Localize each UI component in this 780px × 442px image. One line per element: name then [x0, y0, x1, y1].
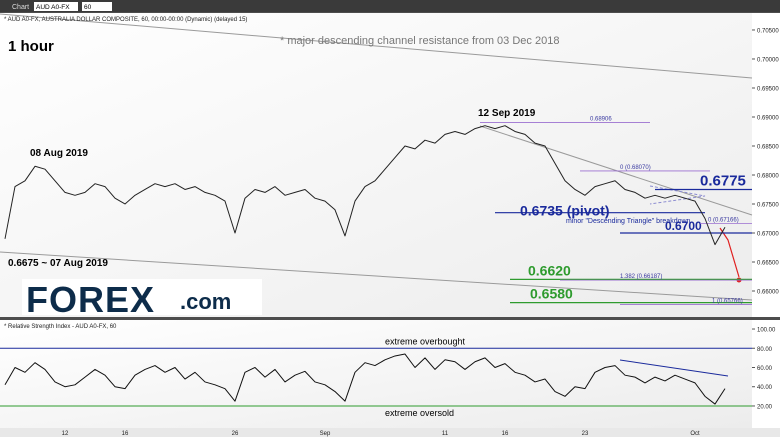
time-axis	[0, 428, 780, 437]
symbol-box[interactable]	[34, 2, 78, 11]
interval[interactable]: 60	[84, 4, 92, 11]
trend-line	[479, 125, 753, 216]
annotation: * major descending channel resistance fr…	[280, 35, 559, 47]
y-tick-label: 80.00	[757, 347, 773, 353]
x-tick-label: 26	[232, 431, 239, 437]
y-tick-label: 0.67000	[757, 231, 779, 237]
fib-label: 1 (0.65766)	[712, 299, 743, 305]
y-tick-label: 40.00	[757, 385, 773, 391]
interval-box[interactable]	[82, 2, 112, 11]
y-tick-label: 0.68000	[757, 173, 779, 179]
price-line	[4, 125, 726, 246]
y-tick-label: 0.69000	[757, 115, 779, 121]
price-axis	[752, 13, 780, 317]
x-tick-label: Oct	[690, 431, 700, 437]
annotation: 12 Sep 2019	[478, 108, 536, 119]
toolbar-title: Chart	[12, 4, 29, 11]
level-label: 0.6775	[700, 172, 746, 189]
x-tick-label: 16	[122, 431, 129, 437]
y-tick-label: 0.66500	[757, 260, 779, 266]
x-tick-label: Sep	[320, 431, 331, 437]
fib-label: 0 (0.67166)	[708, 217, 739, 223]
x-tick-label: 12	[62, 431, 69, 437]
x-tick-label: 23	[582, 431, 589, 437]
timeframe: 1 hour	[8, 38, 54, 55]
x-tick-label: 16	[502, 431, 509, 437]
price-panel	[0, 13, 752, 317]
y-tick-label: 0.67500	[757, 202, 779, 208]
fib-label: 1.382 (0.66187)	[620, 274, 662, 280]
logo-suffix: .com	[180, 289, 231, 314]
y-tick-label: 20.00	[757, 404, 773, 410]
y-tick-label: 0.66000	[757, 290, 779, 296]
y-tick-label: 100.00	[757, 328, 776, 334]
logo-bg	[22, 279, 262, 315]
level-label: 0.6620	[528, 262, 571, 278]
triangle	[649, 185, 706, 205]
level-label: 0.6580	[530, 286, 573, 302]
annotation: extreme overbought	[385, 336, 466, 346]
fib-label: 0.68906	[590, 116, 612, 122]
level-label: 0.6735 (pivot)	[520, 203, 609, 219]
fib-label: 0 (0.68070)	[620, 165, 651, 171]
channel-top	[0, 13, 753, 79]
annotation: 0.6675 ~ 07 Aug 2019	[8, 258, 108, 269]
annotation: 08 Aug 2019	[30, 148, 88, 159]
channel-bottom	[0, 251, 753, 301]
rsi-axis	[752, 320, 780, 428]
y-tick-label: 0.70000	[757, 57, 779, 63]
rsi-panel	[0, 320, 752, 428]
level-label: 0.6700	[665, 219, 702, 233]
y-tick-label: 0.70500	[757, 28, 779, 34]
annotation: minor "Descending Triangle" breakdown	[566, 218, 691, 225]
rsi-line	[4, 353, 726, 405]
rsi-trend-line	[619, 359, 729, 377]
toolbar	[0, 0, 780, 12]
subtitle: * AUD A0-FX, AUSTRALIA DOLLAR COMPOSITE,…	[4, 17, 247, 23]
symbol[interactable]: AUD A0-FX	[36, 4, 70, 11]
logo-brand: FOREX	[26, 279, 155, 320]
annotation: extreme oversold	[385, 408, 454, 418]
y-tick-label: 0.69500	[757, 86, 779, 92]
y-tick-label: 60.00	[757, 366, 773, 372]
x-tick-label: 11	[442, 431, 449, 437]
rsi-title: * Relative Strength Index - AUD A0-FX, 6…	[4, 324, 117, 330]
y-tick-label: 0.68500	[757, 144, 779, 150]
